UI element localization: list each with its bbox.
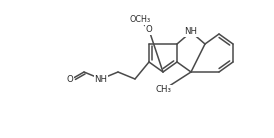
Text: O: O [67,75,73,84]
Text: NH: NH [95,75,107,83]
Text: OCH₃: OCH₃ [129,15,150,25]
Text: CH₃: CH₃ [155,86,171,95]
Text: NH: NH [184,27,198,36]
Text: O: O [145,26,152,34]
